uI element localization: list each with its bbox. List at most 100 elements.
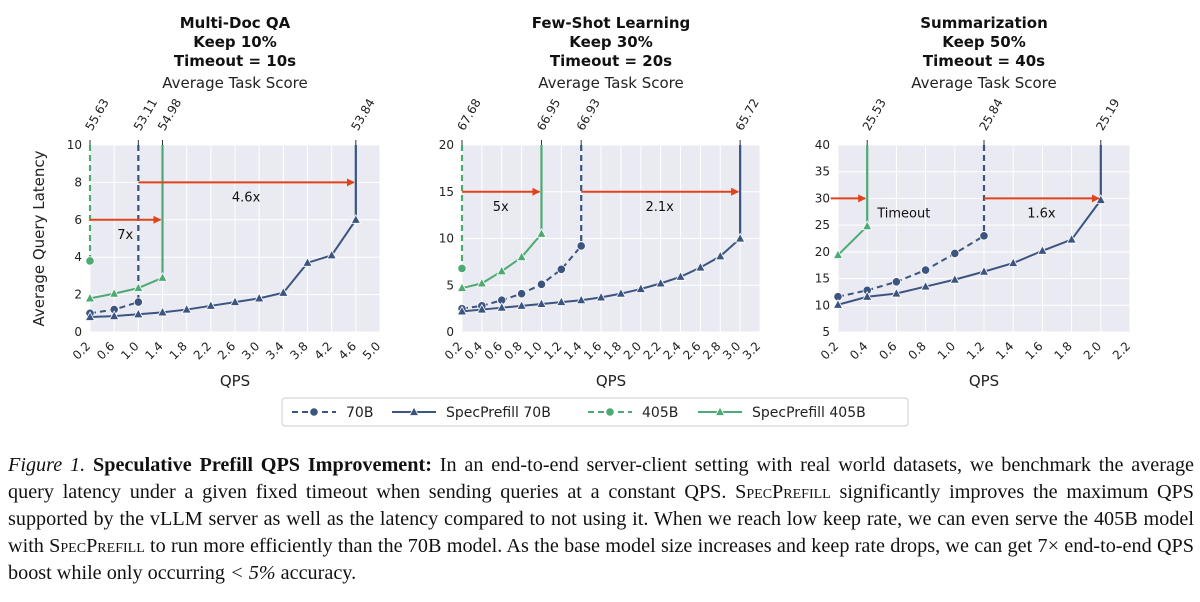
y-axis-label: Average Query Latency [30,150,48,326]
data-point-triangle [635,283,647,293]
series-line-70b [837,234,985,298]
data-point-triangle [157,271,168,282]
x-axis-label: QPS [969,372,999,390]
x-tick-label: 2.2 [1110,339,1133,362]
top-score-label: 66.93 [574,96,603,133]
data-point-circle [536,279,547,289]
data-point-triangle [278,286,289,297]
data-point-triangle [861,220,873,231]
chart-title-line: Keep 30% [569,33,653,51]
top-axis-label: Average Task Score [162,74,308,92]
top-score-label: 25.53 [860,96,889,133]
x-tick-label: 3.0 [720,339,743,362]
speedup-label: 7x [117,228,133,243]
data-point-triangle [832,249,844,259]
data-point-circle [457,263,467,274]
x-tick-label: 1.6 [581,339,604,362]
data-point-circle [85,256,95,266]
data-point-triangle [84,311,96,321]
x-tick-label: 2.8 [700,339,723,362]
data-point-triangle [496,301,508,312]
data-point-triangle [891,287,902,298]
data-point-triangle [1007,257,1019,267]
data-point-triangle [108,287,120,298]
data-point-triangle [978,265,990,276]
y-tick-label: 40 [815,138,830,152]
data-point-circle [950,248,960,259]
data-point-triangle [456,282,468,292]
chart-title-line: Multi-Doc QA [180,14,291,32]
legend-marker-circle [605,407,615,417]
y-tick-label: 8 [74,175,82,189]
data-point-triangle [675,270,686,281]
x-tick-label: 1.8 [601,339,624,362]
data-point-circle [979,231,989,241]
data-point-triangle [133,282,144,292]
x-tick-label: 2.4 [660,339,683,362]
data-point-triangle [949,273,961,284]
x-tick-label: 1.8 [1051,339,1074,362]
legend-marker-triangle [408,406,420,416]
series-line-specprefill-70b [837,199,1102,306]
x-axis-label: QPS [220,372,250,390]
speedup-label: 2.1x [645,200,674,215]
speedup-label: 1.6x [1027,206,1056,221]
chart-title-line: Summarization [920,14,1048,32]
data-point-triangle [253,292,265,303]
x-tick-label: 0.2 [818,339,841,362]
speedup-label: 4.6x [232,190,261,205]
x-tick-label: 1.4 [993,339,1016,362]
x-tick-label: 1.2 [541,339,564,362]
x-tick-label: 4.6 [336,339,359,362]
caption-figure-label: Figure 1. [8,454,86,476]
caption-segment: SpecPrefill [49,535,145,557]
x-tick-label: 0.4 [462,339,485,362]
x-tick-label: 1.2 [964,339,987,362]
x-tick-label: 2.6 [680,339,703,362]
series-line-specprefill-405b [89,276,163,300]
chart-title-line: Keep 10% [193,33,277,51]
top-score-label: 55.63 [82,96,111,133]
x-tick-label: 0.2 [70,339,93,362]
caption-segment: end-to-end QPS boost while only occurrin… [8,535,1194,584]
data-point-circle [516,289,527,299]
data-point-triangle [714,250,726,261]
data-point-triangle [832,298,844,309]
x-tick-label: 3.2 [740,339,763,362]
data-point-triangle [302,256,313,267]
top-score-label: 66.95 [534,96,563,133]
caption-segment: In an end-to-end server-client setting w… [8,454,1194,503]
x-tick-label: 2.2 [641,339,664,362]
x-tick-label: 2.2 [191,339,214,362]
x-tick-label: 0.4 [847,339,870,362]
data-point-triangle [655,277,666,288]
data-point-triangle [1037,244,1048,255]
data-point-circle [576,241,586,251]
chart-title-line: Timeout = 10s [174,52,296,70]
data-point-triangle [108,310,120,321]
data-point-triangle [205,299,217,310]
top-score-label: 67.68 [454,96,483,133]
x-tick-label: 1.0 [118,339,141,362]
legend-frame [281,397,909,427]
data-point-triangle [536,227,547,238]
legend: 70B SpecPrefill 70B 405B SpecPrefill 405B [281,397,909,427]
data-point-triangle [1066,233,1077,244]
data-point-triangle [516,251,527,262]
data-point-triangle [920,280,931,291]
y-tick-label: 15 [815,272,830,286]
top-score-label: 25.19 [1093,96,1122,133]
caption-segment: SpecPrefill [735,481,831,503]
speedup-label: Timeout [876,206,930,221]
x-axis-label: QPS [596,372,626,390]
data-point-triangle [157,306,168,317]
x-tick-label: 4.2 [312,339,335,362]
data-point-circle [891,277,902,287]
caption-body: In an end-to-end server-client setting w… [8,454,1194,584]
data-point-triangle [615,287,627,298]
legend-marker-triangle [714,406,726,416]
data-point-triangle [536,298,547,308]
